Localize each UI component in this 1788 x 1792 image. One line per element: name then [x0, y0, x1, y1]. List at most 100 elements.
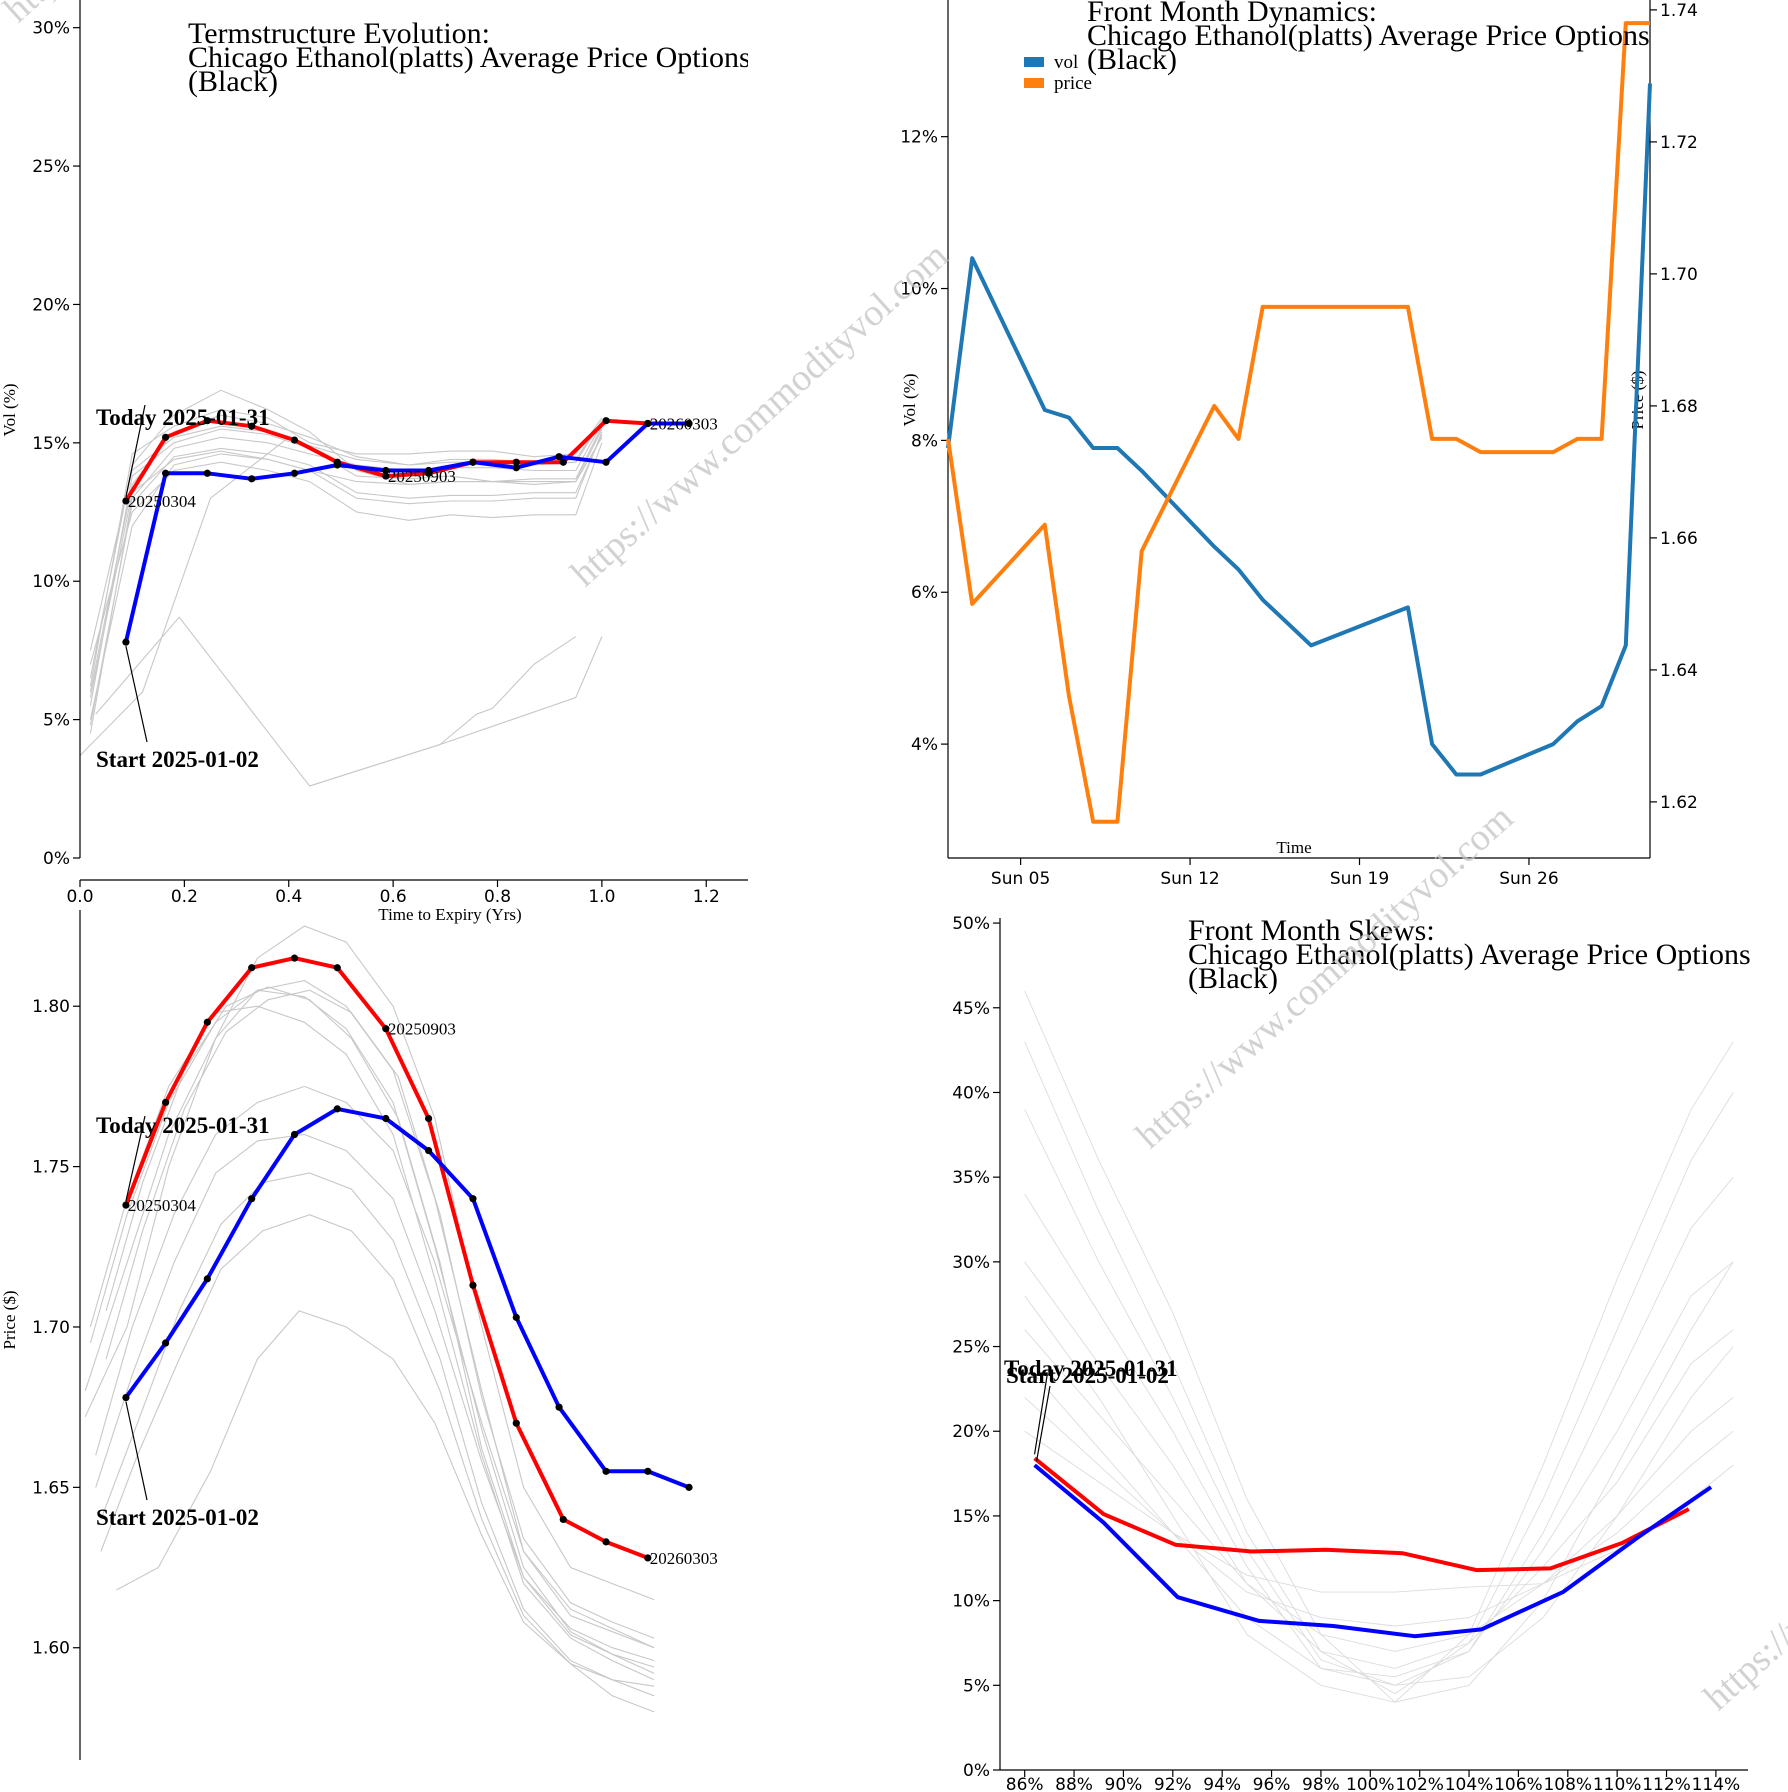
price-termstructure-expiry-label: 20250304	[128, 1196, 197, 1215]
price-termstructure-series-point	[161, 1339, 170, 1347]
price-termstructure-series-point	[425, 1114, 433, 1123]
front-month-dynamics-legend-label-vol: vol	[1054, 52, 1078, 73]
front-month-skews-x-tick-label: 114%	[1692, 1775, 1741, 1792]
termstructure-series-point	[333, 461, 341, 469]
watermark-text: https://www.commodityvol.com	[1696, 1359, 1788, 1719]
termstructure-y-axis-title: Vol (%)	[0, 383, 19, 436]
front-month-skews-y-tick-label: 50%	[952, 914, 990, 934]
termstructure-y-tick-label: 30%	[32, 19, 70, 39]
termstructure-y-tick-label: 5%	[43, 711, 70, 731]
front-month-skews-x-tick-label: 104%	[1445, 1775, 1494, 1792]
price-termstructure-chart: 1.60 1.65 1.70 1.75 1.80 Price ($) 20250304 202…	[0, 910, 718, 1760]
price-termstructure-annotation-arrow	[125, 1401, 148, 1501]
termstructure-series-point	[602, 417, 610, 425]
termstructure-history-line	[89, 423, 603, 734]
front-month-dynamics-y-tick-label: 12%	[900, 128, 938, 148]
price-termstructure-series-point	[333, 964, 341, 972]
termstructure-y-tick-label: 20%	[32, 295, 70, 315]
price-termstructure-series-point	[469, 1195, 477, 1203]
front-month-dynamics-legend-swatch-price	[1024, 78, 1044, 88]
watermark-text: https://www.commodityvol.com	[1128, 797, 1521, 1157]
termstructure-y-tick-label: 25%	[32, 157, 70, 177]
front-month-dynamics-series-vol	[946, 83, 1652, 777]
front-month-skews-history-line	[1024, 1430, 1734, 1593]
termstructure-series-point	[512, 464, 520, 472]
price-termstructure-y-tick-label: 1.60	[32, 1639, 70, 1659]
price-termstructure-y-axis-title: Price ($)	[0, 1290, 19, 1349]
termstructure-series-point	[122, 638, 130, 646]
termstructure-series-point	[602, 458, 610, 466]
termstructure-expiry-label: 20260303	[650, 414, 718, 433]
front-month-skews-x-tick-label: 92%	[1154, 1775, 1192, 1792]
price-termstructure-expiry-label: 20250903	[388, 1020, 456, 1039]
front-month-skews-annotation-arrow	[1035, 1385, 1051, 1462]
front-month-dynamics-y2-tick-label: 1.68	[1660, 397, 1698, 417]
price-termstructure-series-point	[290, 954, 299, 962]
front-month-skews-series-line	[1033, 1463, 1713, 1639]
price-termstructure-annotation-start: Start 2025-01-02	[96, 1505, 259, 1530]
termstructure-history-line	[89, 434, 603, 726]
price-termstructure-series-line	[124, 1106, 690, 1490]
termstructure-x-tick-label: 0.8	[484, 887, 511, 907]
front-month-dynamics-legend-label-price: price	[1054, 73, 1092, 94]
termstructure-history-line	[309, 636, 577, 787]
termstructure-history-line	[89, 431, 603, 698]
price-termstructure-series-point	[203, 1275, 211, 1283]
price-termstructure-series-point	[602, 1467, 610, 1475]
price-termstructure-series-point	[555, 1403, 563, 1411]
termstructure-expiry-label: 20250304	[128, 492, 197, 511]
termstructure-series-point	[644, 419, 652, 428]
price-termstructure-history-line	[105, 986, 655, 1668]
price-termstructure-series-point	[382, 1025, 390, 1033]
termstructure-y-tick-label: 15%	[32, 434, 70, 454]
price-termstructure-series-point	[685, 1483, 693, 1491]
termstructure-series-line	[123, 421, 689, 643]
termstructure-series-point	[290, 436, 299, 444]
price-termstructure-history-line	[84, 980, 655, 1649]
front-month-skews-title-line-1: Chicago Ethanol(platts) Average Price Op…	[1188, 938, 1751, 971]
front-month-skews-y-tick-label: 40%	[952, 1083, 990, 1103]
termstructure-x-tick-label: 0.6	[380, 887, 407, 907]
termstructure-series-point	[203, 469, 211, 477]
front-month-dynamics-y-axis-title: Vol (%)	[900, 373, 919, 426]
termstructure-history-line	[89, 428, 603, 720]
termstructure-series-point	[469, 458, 477, 466]
front-month-skews-history-line	[1024, 1261, 1734, 1703]
termstructure-annotation-start: Start 2025-01-02	[96, 747, 259, 772]
termstructure-history-line	[89, 442, 603, 665]
termstructure-series-point	[425, 466, 433, 475]
termstructure-title-line-1: Chicago Ethanol(platts) Average Price Op…	[188, 41, 751, 74]
front-month-skews-y-tick-label: 45%	[952, 999, 990, 1019]
price-termstructure-history-line	[89, 1005, 655, 1681]
termstructure-x-axis-title: Time to Expiry (Yrs)	[378, 905, 521, 924]
front-month-skews-x-tick-label: 94%	[1203, 1775, 1241, 1792]
front-month-dynamics-y-tick-label: 8%	[911, 431, 938, 451]
front-month-skews-x-tick-label: 112%	[1642, 1775, 1691, 1792]
price-termstructure-series-point	[602, 1538, 610, 1546]
front-month-dynamics-series-price	[946, 21, 1650, 824]
front-month-dynamics-y-tick-label: 4%	[911, 735, 938, 755]
front-month-skews-x-tick-label: 108%	[1543, 1775, 1592, 1792]
front-month-skews-y-tick-label: 20%	[952, 1422, 990, 1442]
front-month-dynamics-title-line-2: (Black)	[1087, 43, 1177, 76]
watermarks: https://www.commodityvol.com https://www.…	[0, 0, 1788, 1719]
front-month-dynamics-x-tick-label: Sun 26	[1499, 869, 1558, 889]
front-month-skews-title-line-0: Front Month Skews:	[1188, 914, 1435, 947]
price-termstructure-history-line	[100, 1172, 655, 1697]
front-month-dynamics-chart: 4% 6% 8% 10% 12% 1.62 1.64 1.66 1.68 1.70 1.72 1.74…	[900, 0, 1698, 889]
termstructure-history-line	[89, 409, 603, 687]
termstructure-x-tick-label: 1.0	[588, 887, 615, 907]
front-month-skews-x-tick-label: 90%	[1105, 1775, 1143, 1792]
front-month-dynamics-legend-swatch-vol	[1024, 57, 1044, 67]
front-month-dynamics-y-tick-label: 10%	[900, 280, 938, 300]
termstructure-series-point	[248, 422, 256, 430]
front-month-skews-history-line	[1024, 1109, 1734, 1686]
price-termstructure-series-point	[644, 1554, 652, 1562]
front-month-dynamics-x-tick-label: Sun 19	[1330, 869, 1389, 889]
front-month-dynamics-y2-tick-label: 1.72	[1660, 133, 1698, 153]
termstructure-series-point	[555, 453, 563, 461]
front-month-skews-x-tick-label: 86%	[1006, 1775, 1044, 1792]
termstructure-series-point	[559, 458, 567, 466]
price-termstructure-y-tick-label: 1.80	[32, 997, 70, 1017]
termstructure-x-tick-label: 0.0	[66, 887, 93, 907]
